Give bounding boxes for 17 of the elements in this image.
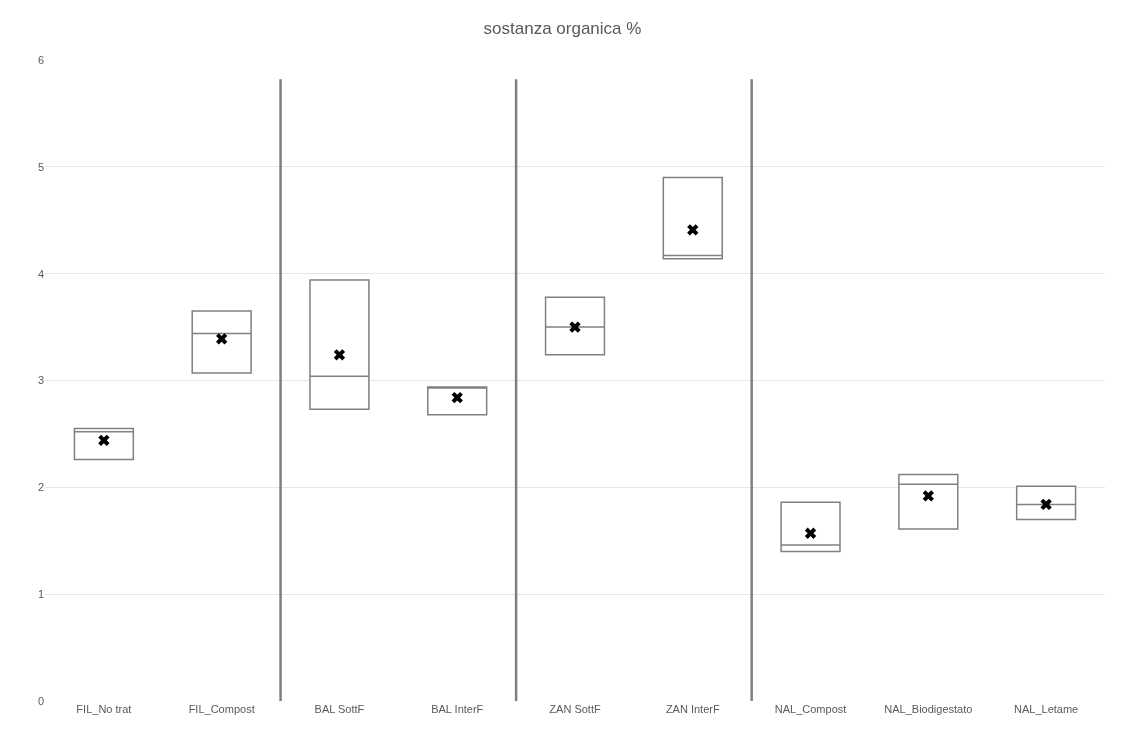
y-tick-label: 0 [37, 694, 44, 707]
y-tick-label: 2 [37, 481, 44, 494]
x-tick-label: BAL InterF [431, 703, 484, 715]
x-tick-label: NAL_Biodigestato [884, 703, 973, 715]
x-tick-label: ZAN InterF [665, 703, 720, 715]
y-tick-label: 6 [37, 53, 44, 66]
x-tick-label: ZAN SottF [549, 703, 601, 715]
y-tick-label: 1 [37, 588, 44, 601]
x-tick-label: FIL_Compost [188, 703, 255, 715]
x-tick-label: NAL_Letame [1014, 703, 1079, 715]
x-tick-label: FIL_No trat [76, 703, 132, 715]
y-tick-label: 5 [37, 160, 44, 173]
y-tick-label: 3 [37, 374, 44, 387]
x-tick-label: NAL_Compost [774, 703, 847, 715]
x-tick-label: BAL SottF [314, 703, 365, 715]
chart-title: sostanza organica % [483, 19, 642, 39]
y-tick-label: 4 [37, 267, 44, 280]
